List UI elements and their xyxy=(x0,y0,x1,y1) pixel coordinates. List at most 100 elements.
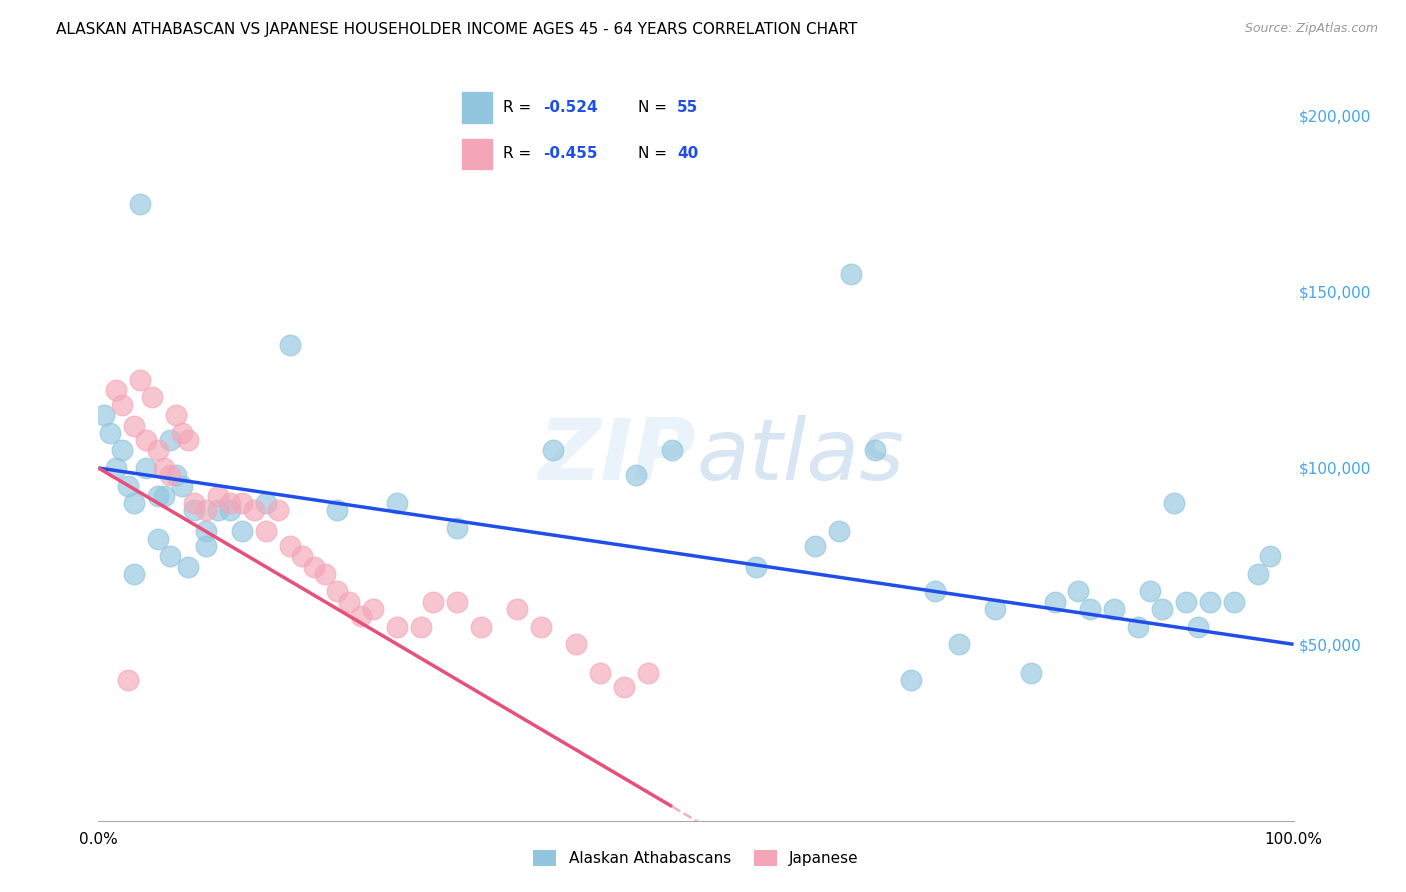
Point xyxy=(745,559,768,574)
Point xyxy=(267,503,290,517)
Point xyxy=(243,503,266,517)
Point xyxy=(135,433,157,447)
Point xyxy=(984,602,1007,616)
Point xyxy=(530,620,553,634)
Point xyxy=(124,496,146,510)
Point xyxy=(172,425,194,440)
Point xyxy=(446,521,468,535)
Point xyxy=(315,566,337,581)
Point xyxy=(385,496,409,510)
Point xyxy=(177,433,200,447)
Point xyxy=(470,620,492,634)
Point xyxy=(1139,584,1161,599)
Point xyxy=(302,559,325,574)
Point xyxy=(1043,595,1066,609)
Point xyxy=(541,443,564,458)
Point xyxy=(117,478,139,492)
Point xyxy=(278,337,301,351)
Point xyxy=(148,489,170,503)
Point xyxy=(219,496,242,510)
Point xyxy=(1152,602,1174,616)
Point xyxy=(1223,595,1246,609)
Point xyxy=(105,461,128,475)
Point xyxy=(411,620,433,634)
Point xyxy=(219,503,242,517)
Point xyxy=(326,584,349,599)
Text: Source: ZipAtlas.com: Source: ZipAtlas.com xyxy=(1244,22,1378,36)
Point xyxy=(1175,595,1198,609)
Point xyxy=(613,680,636,694)
Point xyxy=(948,637,970,651)
Point xyxy=(363,602,385,616)
Point xyxy=(165,408,187,422)
Point xyxy=(385,620,409,634)
Text: atlas: atlas xyxy=(696,415,904,499)
Point xyxy=(129,196,152,211)
Point xyxy=(506,602,529,616)
Point xyxy=(900,673,922,687)
Point xyxy=(231,524,253,539)
Point xyxy=(93,408,115,422)
Point xyxy=(148,443,170,458)
Point xyxy=(589,665,612,680)
Point xyxy=(1258,549,1281,563)
Text: ZIP: ZIP xyxy=(538,415,696,499)
Point xyxy=(1187,620,1209,634)
Point xyxy=(159,468,181,483)
Point xyxy=(446,595,468,609)
Point xyxy=(135,461,157,475)
Point xyxy=(626,468,648,483)
Point xyxy=(565,637,588,651)
Point xyxy=(841,267,863,281)
Point xyxy=(165,468,187,483)
Point xyxy=(111,397,134,411)
Point xyxy=(195,503,218,517)
Point xyxy=(105,384,128,398)
Point xyxy=(1247,566,1270,581)
Text: ALASKAN ATHABASCAN VS JAPANESE HOUSEHOLDER INCOME AGES 45 - 64 YEARS CORRELATION: ALASKAN ATHABASCAN VS JAPANESE HOUSEHOLD… xyxy=(56,22,858,37)
Point xyxy=(254,496,277,510)
Point xyxy=(177,559,200,574)
Point xyxy=(278,539,301,553)
Point xyxy=(1104,602,1126,616)
Point xyxy=(117,673,139,687)
Point xyxy=(661,443,683,458)
Point xyxy=(148,532,170,546)
Point xyxy=(207,503,229,517)
Point xyxy=(111,443,134,458)
Point xyxy=(183,496,205,510)
Point xyxy=(153,489,176,503)
Point xyxy=(1163,496,1185,510)
Point xyxy=(124,418,146,433)
Point xyxy=(159,549,181,563)
Point xyxy=(637,665,659,680)
Point xyxy=(1067,584,1090,599)
Point xyxy=(804,539,827,553)
Point xyxy=(1128,620,1150,634)
Point xyxy=(339,595,361,609)
Point xyxy=(1019,665,1042,680)
Point xyxy=(254,524,277,539)
Point xyxy=(865,443,887,458)
Point xyxy=(1080,602,1102,616)
Point xyxy=(172,478,194,492)
Point xyxy=(98,425,122,440)
Point xyxy=(124,566,146,581)
Point xyxy=(141,391,163,405)
Point xyxy=(231,496,253,510)
Point xyxy=(828,524,851,539)
Point xyxy=(291,549,314,563)
Point xyxy=(183,503,205,517)
Point xyxy=(1199,595,1222,609)
Point xyxy=(129,373,152,387)
Point xyxy=(153,461,176,475)
Point xyxy=(422,595,444,609)
Point xyxy=(159,433,181,447)
Point xyxy=(924,584,946,599)
Legend: Alaskan Athabascans, Japanese: Alaskan Athabascans, Japanese xyxy=(533,850,859,866)
Point xyxy=(207,489,229,503)
Point xyxy=(326,503,349,517)
Point xyxy=(195,539,218,553)
Point xyxy=(350,609,373,624)
Point xyxy=(195,524,218,539)
